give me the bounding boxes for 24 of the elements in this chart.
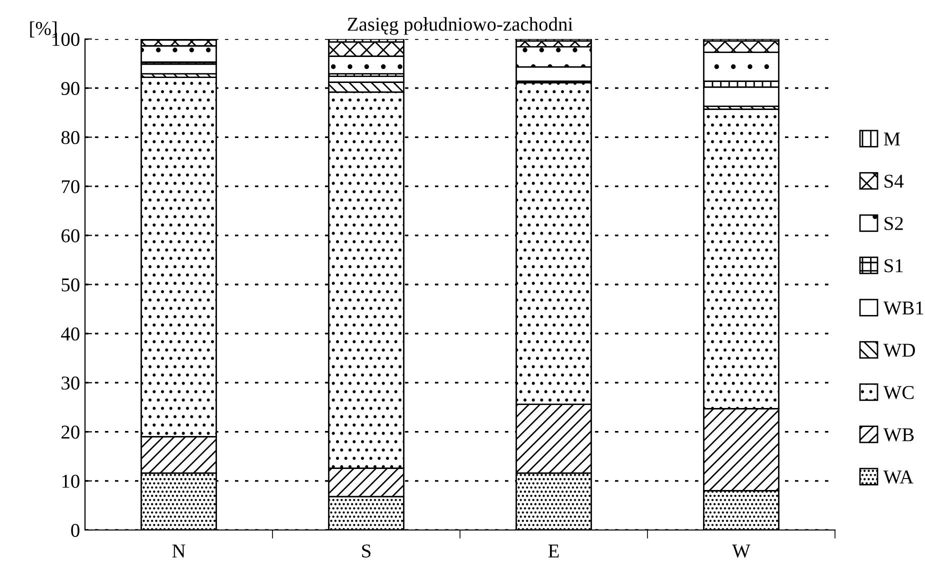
x-tick-label: N xyxy=(172,544,186,558)
y-tick-label: 0 xyxy=(71,524,80,537)
x-tick-label: S xyxy=(362,544,370,558)
y-tick-label: 90 xyxy=(61,82,80,96)
y-tick-label: 70 xyxy=(62,180,80,194)
y-tick-label: 60 xyxy=(62,229,80,242)
x-tick-label: E xyxy=(548,544,559,558)
y-tick-label: 20 xyxy=(62,426,80,439)
legend-label: WD xyxy=(883,344,915,357)
legend-label: WB1 xyxy=(883,302,924,315)
y-tick-label: 50 xyxy=(62,278,80,292)
legend-label: S1 xyxy=(884,259,903,272)
y-tick-label: 10 xyxy=(62,474,80,488)
y-tick-label: 40 xyxy=(61,327,80,341)
legend-label: WA xyxy=(883,470,914,484)
legend-label: S2 xyxy=(884,216,903,230)
y-tick-label: 30 xyxy=(62,376,80,390)
legend-label: S4 xyxy=(884,174,904,188)
chart-title: Zasięg południowo-zachodni xyxy=(348,17,573,35)
x-tick-label: W xyxy=(732,544,750,558)
legend-label: WB xyxy=(883,428,914,442)
y-tick-label: 80 xyxy=(61,131,80,144)
legend-label: M xyxy=(884,132,900,146)
legend-label: WC xyxy=(883,386,914,400)
